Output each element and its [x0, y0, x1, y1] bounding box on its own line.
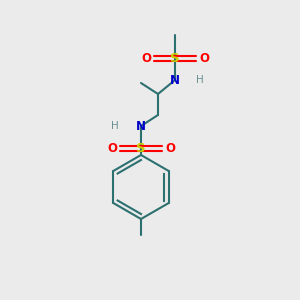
Text: N: N: [136, 119, 146, 133]
Text: S: S: [136, 142, 146, 154]
Text: N: N: [170, 74, 180, 86]
Text: H: H: [196, 75, 204, 85]
Text: S: S: [170, 52, 180, 64]
Text: O: O: [165, 142, 175, 154]
Text: O: O: [141, 52, 151, 64]
Text: O: O: [107, 142, 117, 154]
Text: O: O: [199, 52, 209, 64]
Text: H: H: [111, 121, 119, 131]
